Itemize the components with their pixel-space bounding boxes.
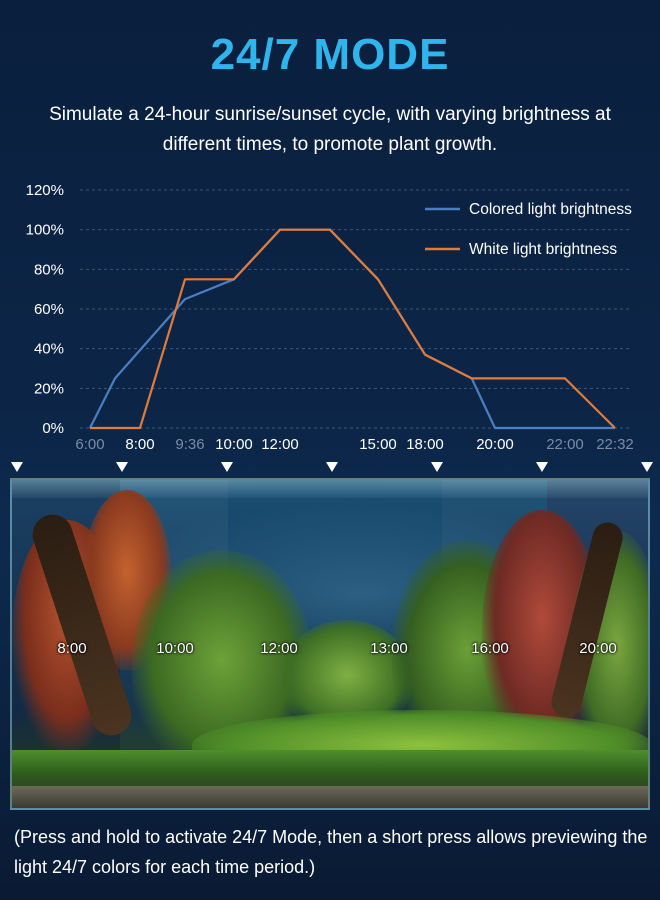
tank-sand [12,786,648,808]
x-tick-label: 18:00 [406,436,444,453]
aquarium-tank: 8:00 10:00 12:00 13:00 16:00 20:00 [10,478,650,810]
y-tick-label: 80% [34,261,64,278]
x-axis-ticks: 6:00 8:00 9:36 10:00 12:00 15:00 18:00 20:00 22:… [75,436,633,453]
chart-legend: Colored light brightness White light brig… [425,201,632,258]
x-tick-label: 8:00 [125,436,154,453]
legend-label: Colored light brightness [469,201,632,218]
tank-time-label: 13:00 [370,640,408,657]
legend-label: White light brightness [469,241,617,258]
y-tick-label: 120% [26,182,64,199]
time-marker-triangle [431,462,443,472]
usage-note: (Press and hold to activate 24/7 Mode, t… [14,827,648,877]
tank-time-label: 8:00 [57,640,87,657]
x-tick-label: 20:00 [476,436,514,453]
y-tick-label: 40% [34,341,64,358]
series-line-white [90,228,616,430]
tank-time-label: 16:00 [471,640,509,657]
chart-grid [80,189,630,429]
page-subtitle: Simulate a 24-hour sunrise/sunset cycle,… [49,104,611,155]
tank-glass-rim [12,480,648,498]
time-marker-triangle [641,462,653,472]
x-tick-label: 12:00 [261,436,299,453]
tank-time-label: 20:00 [579,640,617,657]
x-tick-label: 22:00 [546,436,584,453]
x-tick-label: 22:32 [596,436,634,453]
x-tick-label: 15:00 [359,436,397,453]
y-tick-label: 0% [42,420,64,437]
y-tick-label: 60% [34,301,64,318]
time-marker-triangle [116,462,128,472]
time-marker-triangle [326,462,338,472]
time-marker-triangle [536,462,548,472]
y-tick-label: 20% [34,380,64,397]
y-tick-label: 100% [26,222,64,239]
series-line-colored [89,228,615,430]
x-tick-label: 9:36 [175,436,204,453]
tank-time-label: 10:00 [156,640,194,657]
page-title: 24/7 MODE [210,30,450,79]
time-marker-triangle [11,462,23,472]
x-tick-label: 6:00 [75,436,104,453]
x-tick-label: 10:00 [215,436,253,453]
y-axis-ticks: 0% 20% 40% 60% 80% 100% 120% [26,182,64,437]
time-marker-triangle [221,462,233,472]
tank-time-label: 12:00 [260,640,298,657]
brightness-chart: 0% 20% 40% 60% 80% 100% 120% 6:00 8:00 9:36 10:00… [26,182,634,453]
chart-series [89,228,616,430]
